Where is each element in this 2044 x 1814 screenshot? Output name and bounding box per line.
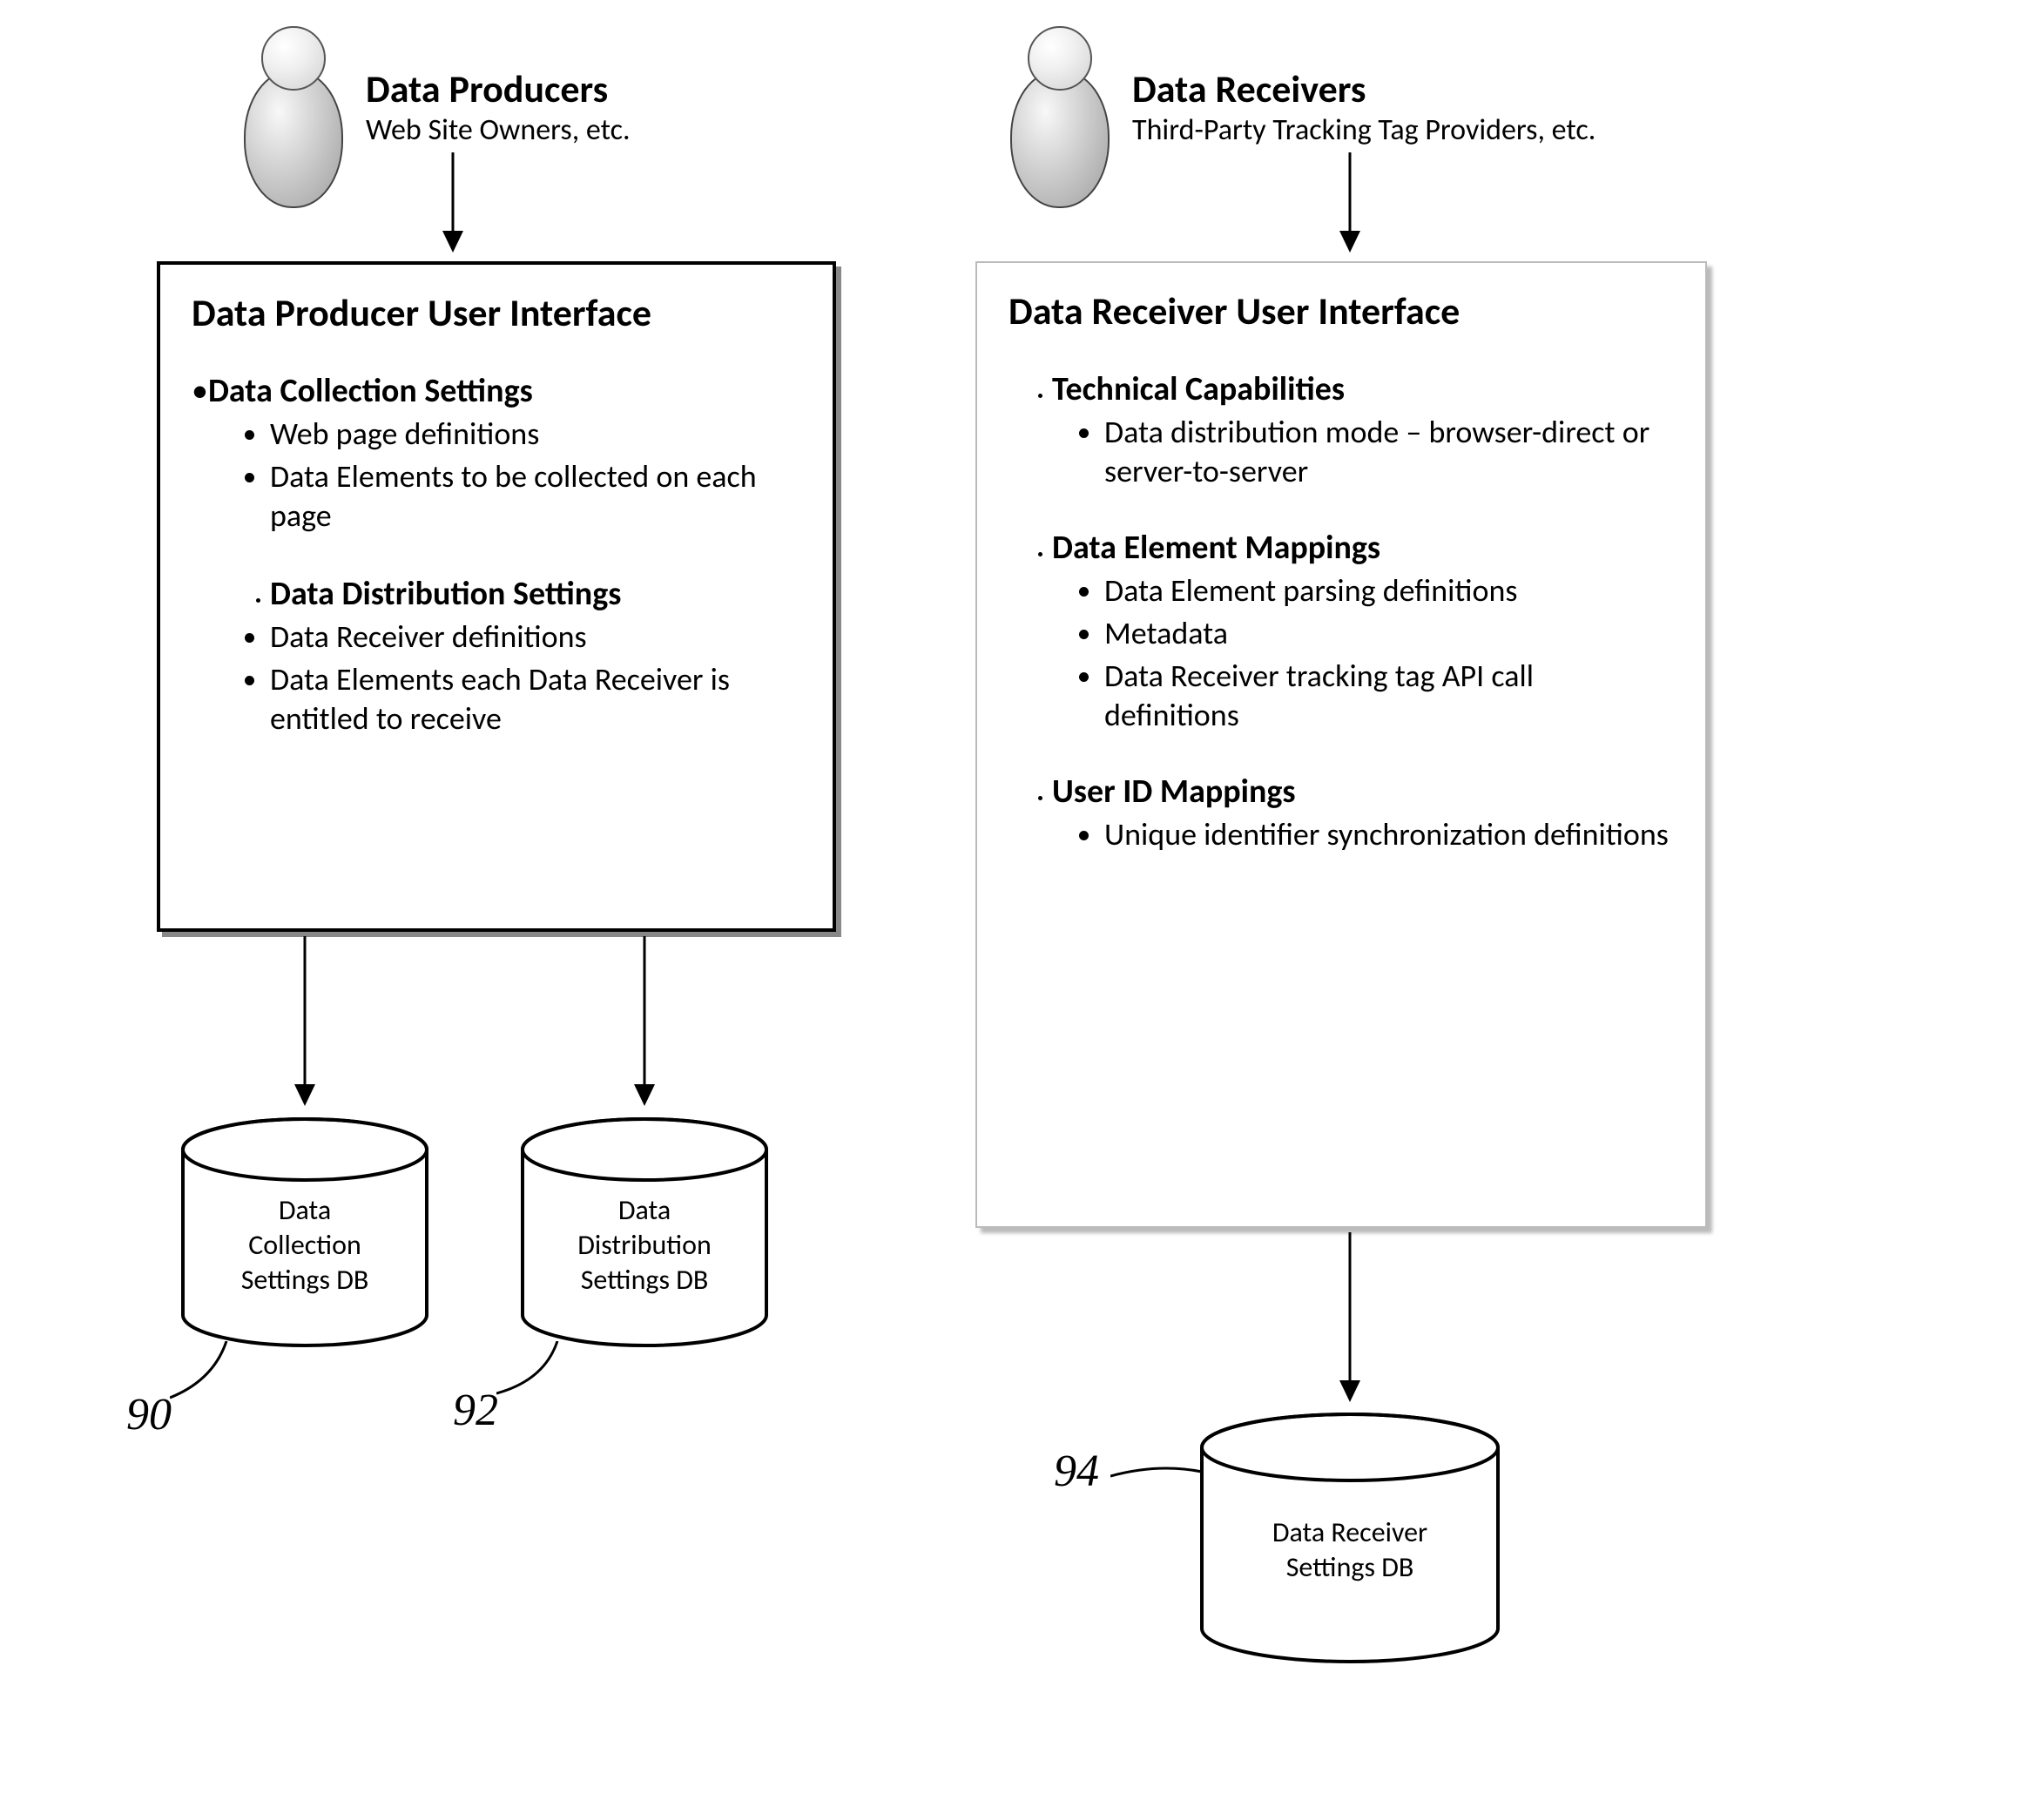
arrow-box-to-db2 [627,936,662,1110]
receiver-sect1: Technical Capabilities Data distribution… [1026,369,1674,491]
db1-line: Collection [174,1228,435,1263]
db2-line: Data [514,1193,775,1228]
producer-box-title: Data Producer User Interface [192,289,801,336]
receiver-sect2: Data Element Mappings Data Element parsi… [1026,528,1674,735]
arrow-receiver-box-to-db [1332,1232,1367,1406]
db2-line: Settings DB [514,1263,775,1298]
db3-ref-connector [1110,1454,1206,1498]
db2-ref-num: 92 [453,1385,498,1436]
db1-ref-connector [170,1341,248,1411]
receiver-title: Data Receivers [1132,65,1595,112]
receiver-sect1-item: Data distribution mode – browser-direct … [1104,413,1674,491]
receiver-sect3-item: Unique identifier synchronization defini… [1104,815,1674,854]
arrow-box-to-db1 [287,936,322,1110]
db3-label: Data Receiver Settings DB [1193,1515,1507,1585]
diagram-canvas: Data Producers Web Site Owners, etc. Dat… [0,0,2044,1814]
arrow-receiver-to-box [1332,152,1367,257]
producer-subtitle: Web Site Owners, etc. [366,112,631,148]
receiver-sect2-item: Data Element parsing definitions [1104,571,1674,610]
producer-sect1-list: Web page definitions Data Elements to be… [244,415,801,536]
producer-sect2: Data Distribution Settings Data Receiver… [244,574,801,738]
db3-line: Data Receiver [1193,1515,1507,1550]
arrow-producer-to-box [435,152,470,257]
receiver-sect2-title: Data Element Mappings [1052,528,1380,568]
receiver-sect3-title: User ID Mappings [1052,772,1296,812]
db1-ref-num: 90 [126,1389,172,1440]
db2-ref-connector [496,1341,575,1411]
db3-ref-num: 94 [1054,1446,1099,1497]
producer-sect1-item: Web page definitions [270,415,801,454]
receiver-sect2-item: Metadata [1104,614,1674,653]
producer-sect1-item: Data Elements to be collected on each pa… [270,457,801,536]
producer-sect1-title: Data Collection Settings [208,371,533,411]
producer-title: Data Producers [366,65,631,112]
receiver-sect1-title: Technical Capabilities [1052,369,1345,409]
receiver-sect2-item: Data Receiver tracking tag API call defi… [1104,657,1674,735]
producer-sect2-title: Data Distribution Settings [270,574,621,614]
receiver-sect3: User ID Mappings Unique identifier synch… [1026,772,1674,854]
db3-line: Settings DB [1193,1550,1507,1585]
receiver-actor-label: Data Receivers Third-Party Tracking Tag … [1132,65,1595,148]
producer-sect2-item: Data Receiver definitions [270,617,801,657]
db1-label: Data Collection Settings DB [174,1193,435,1298]
receiver-subtitle: Third-Party Tracking Tag Providers, etc. [1132,112,1595,148]
db1-line: Settings DB [174,1263,435,1298]
producer-ui-box: Data Producer User Interface •Data Colle… [157,261,836,932]
receiver-actor-head [1028,26,1092,91]
db2-label: Data Distribution Settings DB [514,1193,775,1298]
producer-actor-label: Data Producers Web Site Owners, etc. [366,65,631,148]
receiver-ui-box: Data Receiver User Interface Technical C… [975,261,1707,1228]
db2-line: Distribution [514,1228,775,1263]
producer-sect2-item: Data Elements each Data Receiver is enti… [270,660,801,738]
producer-actor-head [261,26,326,91]
receiver-box-title: Data Receiver User Interface [1009,287,1674,334]
db1-line: Data [174,1193,435,1228]
